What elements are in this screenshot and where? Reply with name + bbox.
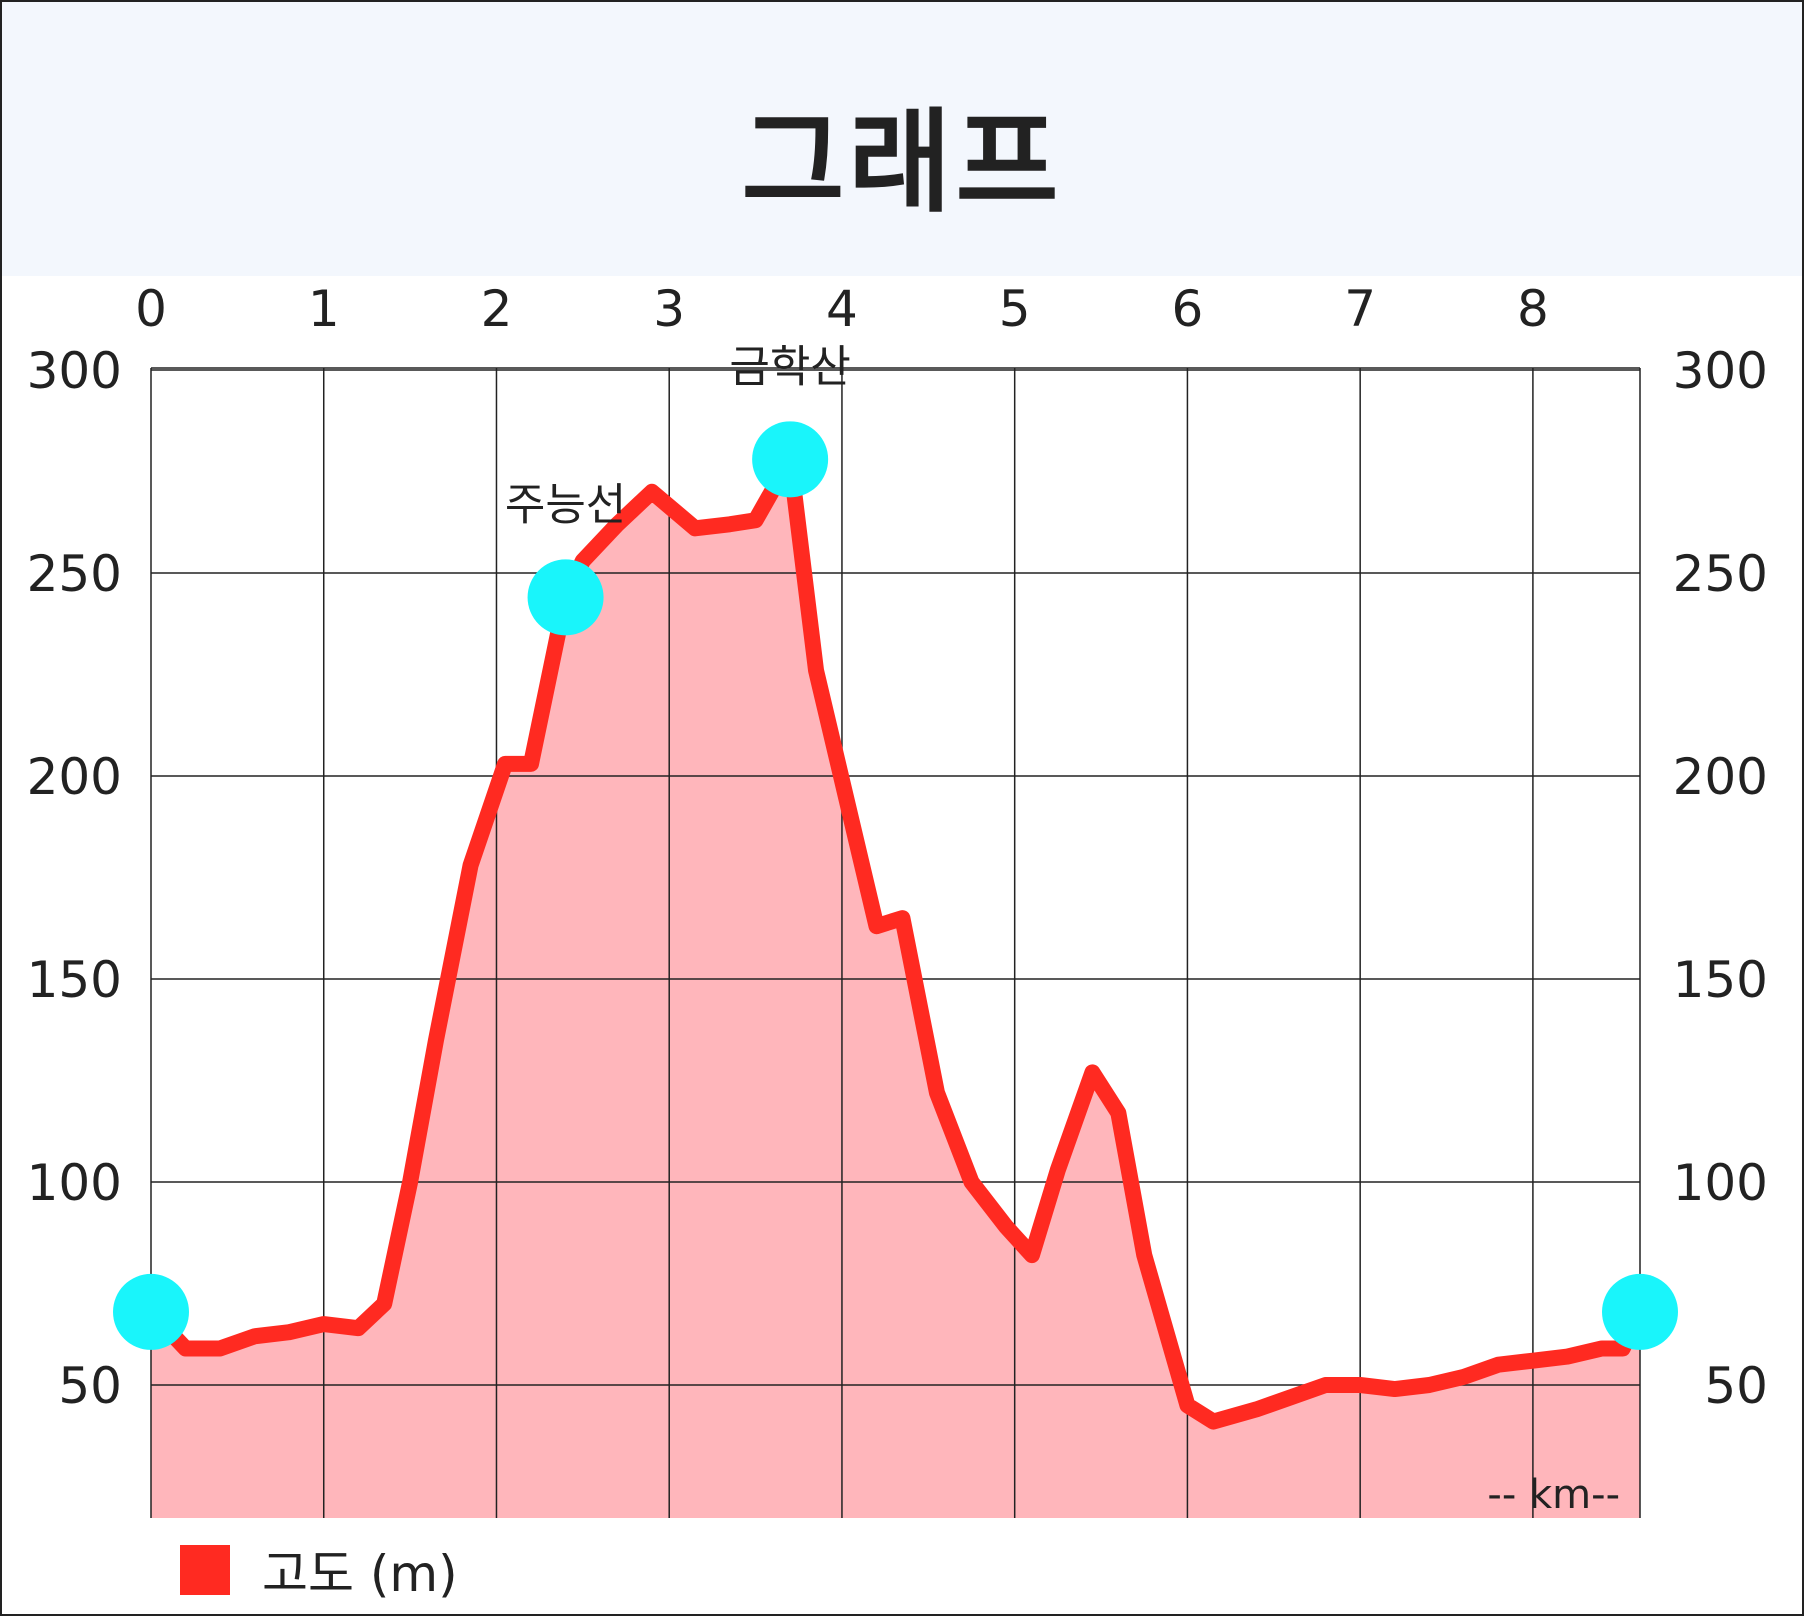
- y-tick-label-right: 250: [1673, 545, 1768, 603]
- x-tick-label: 2: [481, 280, 513, 338]
- x-unit-label: -- km--: [1487, 1472, 1620, 1518]
- y-tick-label-right: 150: [1673, 951, 1768, 1009]
- y-tick-label-left: 250: [27, 545, 122, 603]
- x-tick-label: 0: [135, 280, 167, 338]
- y-tick-label-right: 100: [1673, 1154, 1768, 1212]
- waypoint-marker: [113, 1273, 189, 1350]
- y-tick-label-left: 50: [58, 1357, 122, 1415]
- y-tick-label-right: 200: [1673, 748, 1768, 806]
- x-tick-label: 3: [653, 280, 685, 338]
- y-tick-label-left: 150: [27, 951, 122, 1009]
- title-bar: 그래프: [2, 2, 1802, 276]
- y-tick-label-right: 300: [1673, 342, 1768, 400]
- x-tick-label: 4: [826, 280, 858, 338]
- x-tick-label: 1: [308, 280, 340, 338]
- x-tick-label: 8: [1517, 280, 1549, 338]
- waypoint-marker: [1602, 1273, 1678, 1350]
- y-tick-label-right: 50: [1704, 1357, 1768, 1415]
- legend-swatch: [180, 1545, 230, 1595]
- waypoint-label: 금학산: [729, 341, 850, 392]
- elevation-area: [151, 459, 1640, 1518]
- elevation-line: [143, 451, 1648, 1430]
- x-tick-label: 5: [999, 280, 1031, 338]
- waypoint-label: 주능선: [505, 479, 626, 530]
- y-tick-label-left: 100: [27, 1154, 122, 1212]
- waypoint-marker: [752, 421, 829, 498]
- waypoint-marker: [527, 559, 604, 636]
- legend-label: 고도 (m): [262, 1545, 458, 1603]
- y-tick-label-left: 200: [27, 748, 122, 806]
- x-tick-label: 6: [1172, 280, 1204, 338]
- y-tick-label-left: 300: [27, 342, 122, 400]
- x-tick-label: 7: [1344, 280, 1376, 338]
- legend: 고도 (m): [180, 1540, 458, 1603]
- chart-title: 그래프: [741, 98, 1063, 228]
